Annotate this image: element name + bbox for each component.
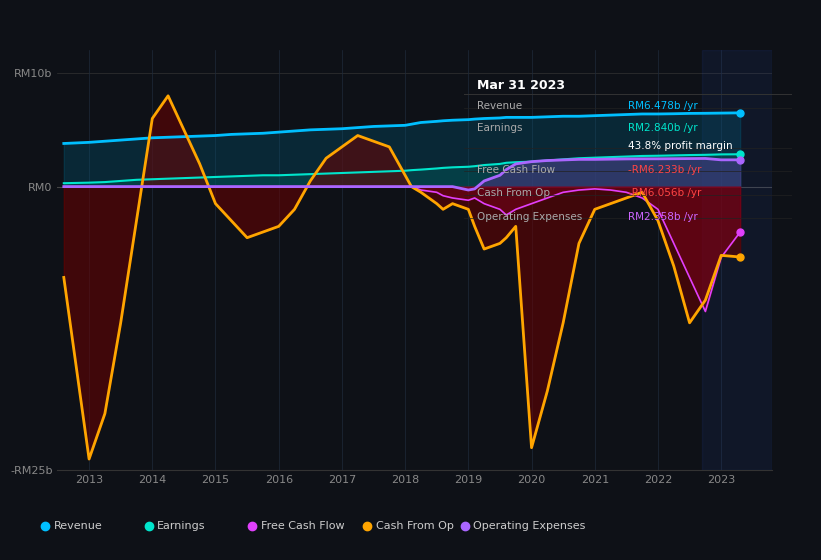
Text: Free Cash Flow: Free Cash Flow bbox=[477, 165, 555, 175]
Text: RM2.840b /yr: RM2.840b /yr bbox=[628, 123, 698, 133]
Text: Cash From Op: Cash From Op bbox=[376, 521, 453, 531]
Text: Revenue: Revenue bbox=[54, 521, 103, 531]
Text: Cash From Op: Cash From Op bbox=[477, 188, 550, 198]
Text: 43.8% profit margin: 43.8% profit margin bbox=[628, 141, 732, 151]
Text: Operating Expenses: Operating Expenses bbox=[477, 212, 582, 222]
Text: Mar 31 2023: Mar 31 2023 bbox=[477, 79, 565, 92]
Text: Revenue: Revenue bbox=[477, 101, 522, 111]
Text: Earnings: Earnings bbox=[157, 521, 206, 531]
Text: Earnings: Earnings bbox=[477, 123, 522, 133]
Text: RM2.358b /yr: RM2.358b /yr bbox=[628, 212, 698, 222]
Text: -RM6.233b /yr: -RM6.233b /yr bbox=[628, 165, 702, 175]
Text: -RM6.056b /yr: -RM6.056b /yr bbox=[628, 188, 701, 198]
Text: Free Cash Flow: Free Cash Flow bbox=[261, 521, 344, 531]
Text: RM6.478b /yr: RM6.478b /yr bbox=[628, 101, 698, 111]
Text: Operating Expenses: Operating Expenses bbox=[474, 521, 585, 531]
Bar bbox=[702, 50, 772, 470]
